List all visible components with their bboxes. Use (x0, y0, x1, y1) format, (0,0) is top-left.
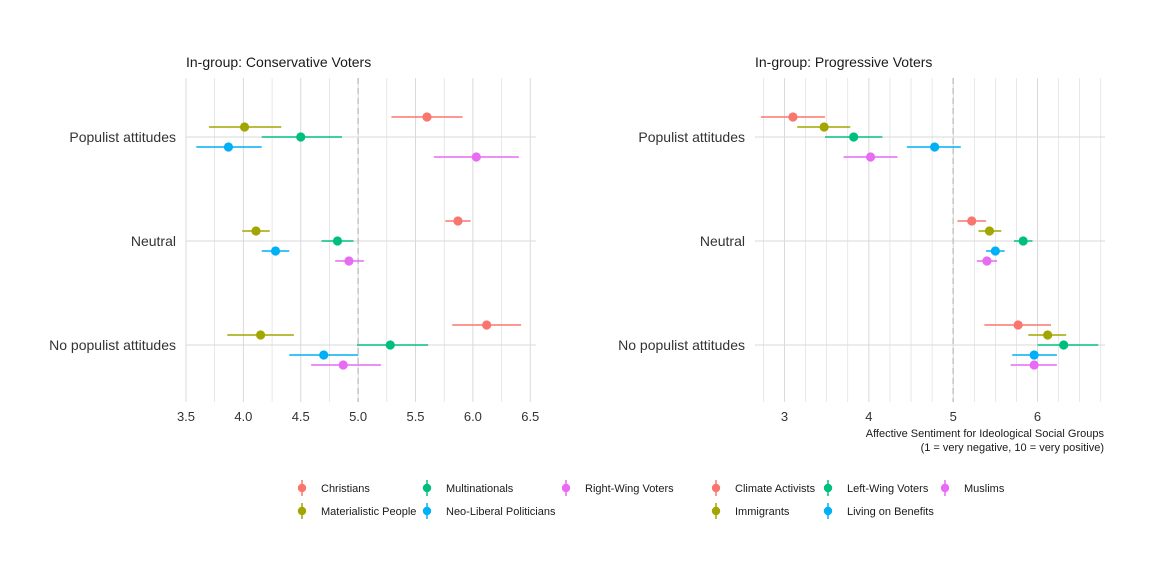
category-label: Neutral (131, 233, 176, 249)
data-point (319, 350, 329, 360)
legend-key-point (711, 483, 721, 493)
category-label: No populist attitudes (618, 337, 745, 353)
x-tick-label: 6 (1034, 409, 1041, 424)
panel-progressive-voters: In-group: Progressive Voters Populist at… (618, 54, 1105, 454)
legend-label: Materialistic People (321, 506, 416, 518)
data-point (239, 122, 250, 132)
legend-conservative: Christians Materialistic People Multinat… (297, 480, 674, 519)
legend-label: Living on Benefits (847, 506, 934, 518)
data-point (344, 256, 354, 266)
x-axis-caption-line1: Affective Sentiment for Ideological Soci… (866, 428, 1105, 440)
x-axis-caption-line2: (1 = very negative, 10 = very positive) (921, 442, 1104, 454)
data-point (1029, 360, 1039, 370)
legend-key-point (823, 506, 833, 516)
panel-title: In-group: Conservative Voters (186, 54, 371, 70)
data-point (385, 340, 395, 350)
data-point (930, 142, 940, 152)
data-point (1059, 340, 1069, 350)
x-tick-label: 4.0 (234, 409, 252, 424)
data-point (1043, 330, 1053, 340)
legend-label: Immigrants (735, 506, 790, 518)
x-tick-label: 5 (950, 409, 957, 424)
data-point (1029, 350, 1039, 360)
data-point (296, 132, 306, 142)
data-point (482, 320, 492, 330)
legend-key-point (823, 483, 833, 493)
legend-key-point (297, 483, 307, 493)
legend-key-point (940, 483, 950, 493)
data-point (223, 142, 234, 152)
data-point (819, 122, 829, 132)
data-point (990, 246, 1000, 256)
x-tick-label: 3.5 (177, 409, 195, 424)
x-tick-label: 6.5 (521, 409, 539, 424)
category-label: Neutral (700, 233, 745, 249)
legend-label: Neo-Liberal Politicians (446, 506, 556, 518)
data-point (984, 226, 995, 236)
legend-key-point (422, 506, 432, 516)
data-point (982, 256, 992, 266)
data-point (270, 246, 281, 256)
data-point (422, 112, 432, 122)
data-point (332, 236, 343, 246)
category-label: Populist attitudes (69, 129, 176, 145)
data-point (453, 216, 463, 226)
legend-label: Multinationals (446, 483, 514, 495)
x-tick-label: 4 (865, 409, 872, 424)
panel-title: In-group: Progressive Voters (755, 54, 932, 70)
data-point (251, 226, 261, 236)
data-point (849, 132, 859, 142)
panel-conservative-voters: In-group: Conservative Voters Populist a… (49, 54, 539, 424)
data-point (967, 216, 977, 226)
data-point (788, 112, 798, 122)
data-point (471, 152, 481, 162)
category-label: No populist attitudes (49, 337, 176, 353)
x-tick-label: 3 (781, 409, 788, 424)
legend-progressive: Climate Activists Immigrants Left-Wing V… (711, 480, 1005, 519)
legend-key-point (422, 483, 432, 493)
legend-key-point (711, 506, 721, 516)
legend-label: Left-Wing Voters (847, 483, 929, 495)
legend-label: Climate Activists (735, 483, 816, 495)
legend-label: Christians (321, 483, 370, 495)
x-tick-label: 5.0 (349, 409, 367, 424)
category-label: Populist attitudes (638, 129, 745, 145)
legend-key-point (561, 483, 571, 493)
x-tick-label: 6.0 (464, 409, 482, 424)
data-point (1018, 236, 1028, 246)
x-tick-label: 4.5 (292, 409, 310, 424)
x-tick-label: 5.5 (406, 409, 424, 424)
data-point (338, 360, 348, 370)
data-point (865, 152, 876, 162)
legend-key-point (297, 506, 307, 516)
legend-label: Right-Wing Voters (585, 483, 674, 495)
legend-label: Muslims (964, 483, 1005, 495)
data-point (255, 330, 266, 340)
data-point (1013, 320, 1023, 330)
